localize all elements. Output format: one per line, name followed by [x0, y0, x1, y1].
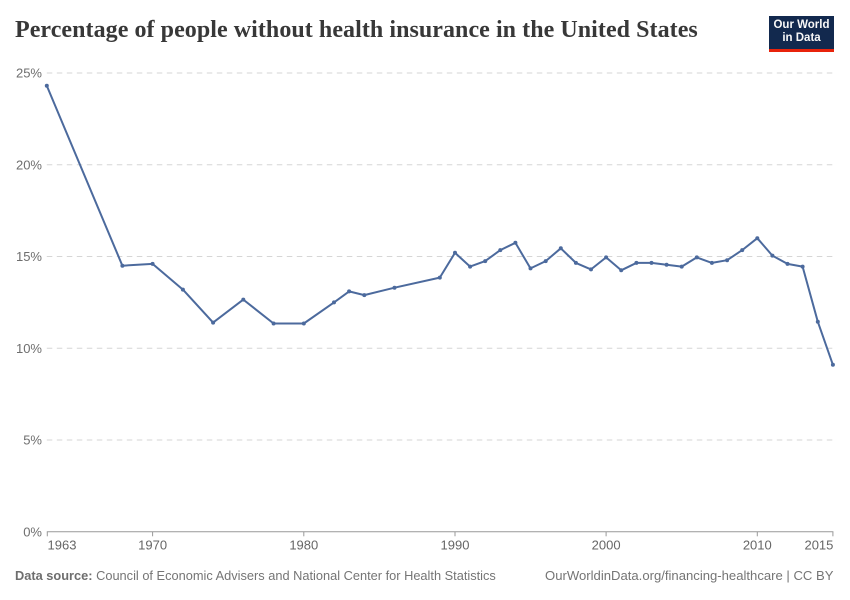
svg-text:25%: 25%: [16, 66, 42, 81]
svg-text:2015: 2015: [804, 538, 833, 553]
svg-text:1980: 1980: [289, 538, 318, 553]
svg-text:15%: 15%: [16, 249, 42, 264]
svg-text:1970: 1970: [138, 538, 167, 553]
svg-text:2010: 2010: [743, 538, 772, 553]
svg-text:10%: 10%: [16, 341, 42, 356]
svg-text:0%: 0%: [23, 524, 42, 539]
svg-text:1990: 1990: [441, 538, 470, 553]
svg-text:20%: 20%: [16, 157, 42, 172]
svg-text:1963: 1963: [48, 538, 77, 553]
svg-text:5%: 5%: [23, 433, 42, 448]
svg-text:2000: 2000: [592, 538, 621, 553]
